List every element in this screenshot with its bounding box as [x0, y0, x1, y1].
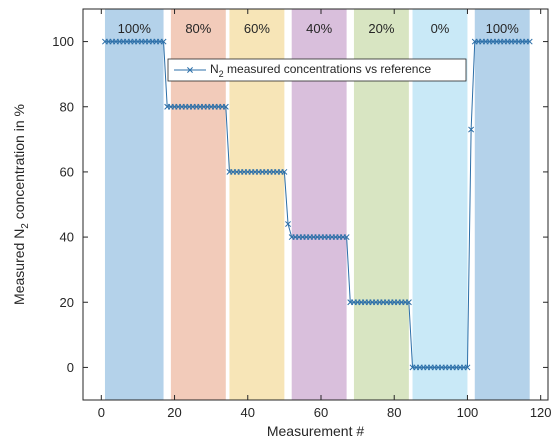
legend-label-sub: 2 — [219, 69, 224, 79]
y-tick-label-80: 80 — [60, 99, 74, 114]
y-axis-title-pre: Measured N — [11, 229, 27, 305]
x-tick-label-120: 120 — [530, 405, 552, 420]
band-6 — [474, 9, 530, 400]
x-tick-label-80: 80 — [387, 405, 401, 420]
data-point-33 — [222, 103, 229, 110]
data-point-16 — [160, 38, 167, 45]
y-tick-label-20: 20 — [60, 295, 74, 310]
y-tick-label-100: 100 — [52, 34, 74, 49]
series-layer — [102, 38, 533, 371]
legend: N2 measured concentrations vs reference — [167, 58, 467, 82]
ticks-layer: 0 20 40 60 80 100 120 0 20 40 60 80 100 — [52, 9, 552, 420]
band-label-5: 0% — [431, 21, 450, 36]
band-label-0: 100% — [118, 21, 152, 36]
x-tick-label-0: 0 — [98, 405, 105, 420]
band-label-6: 100% — [486, 21, 520, 36]
data-point-99 — [464, 364, 471, 371]
y-tick-label-60: 60 — [60, 164, 74, 179]
x-axis-title: Measurement # — [267, 423, 364, 439]
x-tick-label-40: 40 — [241, 405, 255, 420]
x-tick-label-100: 100 — [457, 405, 479, 420]
band-label-4: 20% — [368, 21, 394, 36]
legend-box — [167, 58, 467, 82]
x-tick-label-60: 60 — [314, 405, 328, 420]
legend-label-post: measured concentrations vs reference — [224, 62, 432, 76]
legend-label: N2 measured concentrations vs reference — [210, 62, 431, 79]
data-point-50 — [285, 221, 291, 228]
band-labels-layer: 100% 80% 60% 40% 20% 0% 100% — [118, 21, 520, 36]
band-0 — [104, 9, 164, 400]
legend-marker-glyph — [187, 67, 193, 73]
band-label-3: 40% — [306, 21, 332, 36]
y-axis-title-sub: 2 — [20, 223, 31, 229]
y-tick-label-0: 0 — [67, 360, 74, 375]
data-point-66 — [343, 234, 350, 241]
plot-frame — [82, 8, 549, 401]
data-point-100 — [468, 126, 475, 133]
legend-marker — [187, 67, 193, 73]
band-label-1: 80% — [185, 21, 211, 36]
legend-label-pre: N — [210, 62, 219, 76]
data-point-116 — [526, 38, 533, 45]
y-tick-label-40: 40 — [60, 230, 74, 245]
data-point-49 — [281, 168, 288, 175]
y-axis-title: Measured N2 concentration in % — [11, 104, 31, 305]
band-label-2: 60% — [244, 21, 270, 36]
data-point-83 — [405, 299, 412, 306]
y-axis-title-post: concentration in % — [11, 104, 27, 223]
x-tick-label-20: 20 — [167, 405, 181, 420]
